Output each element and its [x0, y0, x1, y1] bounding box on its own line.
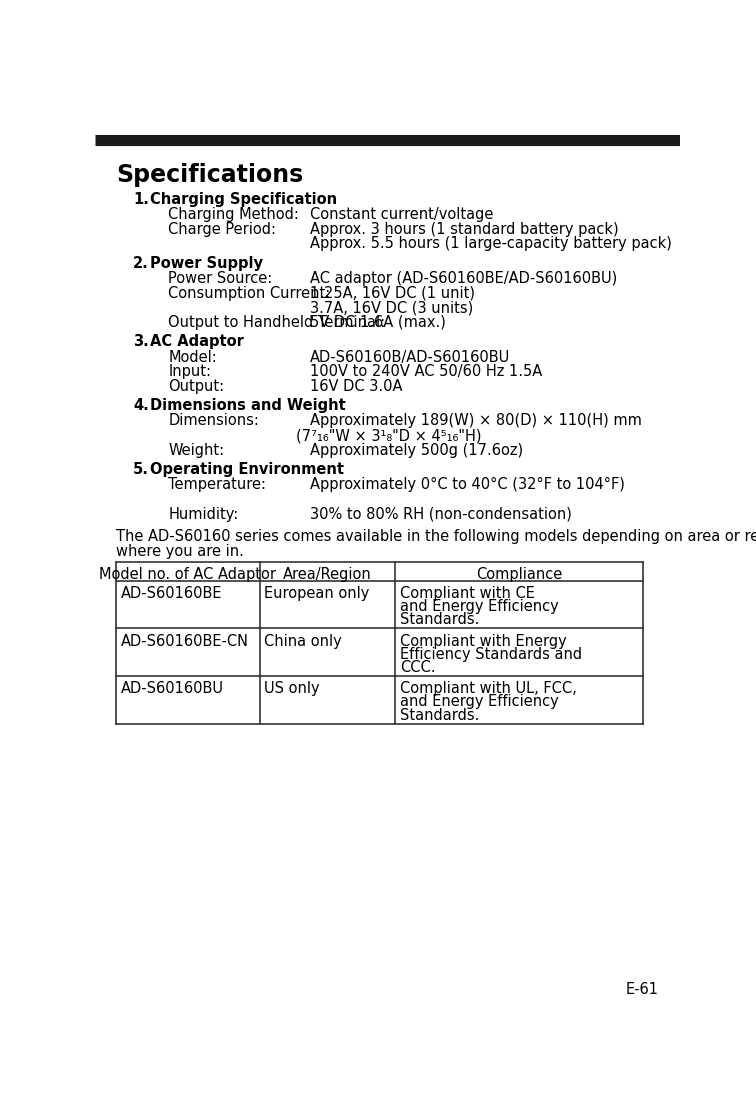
Text: 3.7A, 16V DC (3 units): 3.7A, 16V DC (3 units)	[310, 300, 473, 315]
Text: Constant current/voltage: Constant current/voltage	[310, 208, 494, 222]
Text: 2.: 2.	[133, 256, 149, 270]
Text: Charging Specification: Charging Specification	[150, 192, 337, 206]
Text: Power Source:: Power Source:	[168, 271, 272, 286]
Text: European only: European only	[265, 586, 370, 600]
Text: Power Supply: Power Supply	[150, 256, 263, 270]
Text: Humidity:: Humidity:	[168, 507, 238, 521]
Text: Output:: Output:	[168, 378, 225, 394]
Text: 30% to 80% RH (non-condensation): 30% to 80% RH (non-condensation)	[310, 507, 572, 521]
Text: CCC.: CCC.	[400, 660, 435, 675]
Text: Compliance: Compliance	[476, 567, 562, 581]
Text: Dimensions:: Dimensions:	[168, 413, 259, 429]
Text: Operating Environment: Operating Environment	[150, 462, 344, 477]
Text: Specifications: Specifications	[116, 163, 303, 187]
Text: Approx. 5.5 hours (1 large-capacity battery pack): Approx. 5.5 hours (1 large-capacity batt…	[310, 237, 672, 251]
Text: 5V DC 1.6A (max.): 5V DC 1.6A (max.)	[310, 315, 446, 330]
Text: Standards.: Standards.	[400, 612, 479, 627]
Text: 3.: 3.	[133, 334, 149, 349]
Text: Model:: Model:	[168, 349, 217, 365]
Text: Area/Region: Area/Region	[283, 567, 372, 581]
Text: Input:: Input:	[168, 364, 211, 379]
Text: where you are in.: where you are in.	[116, 543, 244, 559]
Text: AD-S60160BU: AD-S60160BU	[121, 682, 224, 696]
Text: Approximately 500g (17.6oz): Approximately 500g (17.6oz)	[310, 443, 523, 458]
Text: Consumption Current:: Consumption Current:	[168, 286, 330, 300]
Text: Approximately 0°C to 40°C (32°F to 104°F): Approximately 0°C to 40°C (32°F to 104°F…	[310, 478, 624, 492]
Text: 4.: 4.	[133, 398, 149, 413]
Text: AC adaptor (AD-S60160BE/AD-S60160BU): AC adaptor (AD-S60160BE/AD-S60160BU)	[310, 271, 617, 286]
Text: Charge Period:: Charge Period:	[168, 222, 276, 237]
Text: Output to Handheld Terminal:: Output to Handheld Terminal:	[168, 315, 386, 330]
Text: Temperature:: Temperature:	[168, 478, 266, 492]
Text: 16V DC 3.0A: 16V DC 3.0A	[310, 378, 402, 394]
Text: Dimensions and Weight: Dimensions and Weight	[150, 398, 346, 413]
Text: 1.: 1.	[133, 192, 149, 206]
Text: Standards.: Standards.	[400, 708, 479, 722]
Text: 5.: 5.	[133, 462, 149, 477]
Text: Weight:: Weight:	[168, 443, 225, 458]
Text: Approximately 189(W) × 80(D) × 110(H) mm: Approximately 189(W) × 80(D) × 110(H) mm	[310, 413, 642, 429]
Text: Efficiency Standards and: Efficiency Standards and	[400, 647, 582, 662]
Text: Compliant with Energy: Compliant with Energy	[400, 634, 566, 648]
Text: Compliant with CE: Compliant with CE	[400, 586, 534, 600]
Text: China only: China only	[265, 634, 342, 648]
Text: (7⁷₁₆"W × 3¹₈"D × 4⁵₁₆"H): (7⁷₁₆"W × 3¹₈"D × 4⁵₁₆"H)	[296, 429, 482, 443]
Text: Charging Method:: Charging Method:	[168, 208, 299, 222]
Text: The AD-S60160 series comes available in the following models depending on area o: The AD-S60160 series comes available in …	[116, 529, 756, 543]
Text: Approx. 3 hours (1 standard battery pack): Approx. 3 hours (1 standard battery pack…	[310, 222, 618, 237]
Text: AD-S60160BE: AD-S60160BE	[121, 586, 222, 600]
Text: 100V to 240V AC 50/60 Hz 1.5A: 100V to 240V AC 50/60 Hz 1.5A	[310, 364, 542, 379]
Text: E-61: E-61	[626, 982, 658, 998]
Text: Compliant with UL, FCC,: Compliant with UL, FCC,	[400, 682, 577, 696]
Text: US only: US only	[265, 682, 320, 696]
Text: AD-S60160BE-CN: AD-S60160BE-CN	[121, 634, 249, 648]
Text: 1.25A, 16V DC (1 unit): 1.25A, 16V DC (1 unit)	[310, 286, 475, 300]
Text: and Energy Efficiency: and Energy Efficiency	[400, 599, 559, 614]
Text: Model no. of AC Adaptor: Model no. of AC Adaptor	[99, 567, 277, 581]
Text: and Energy Efficiency: and Energy Efficiency	[400, 694, 559, 710]
Text: AD-S60160B/AD-S60160BU: AD-S60160B/AD-S60160BU	[310, 349, 510, 365]
Text: AC Adaptor: AC Adaptor	[150, 334, 244, 349]
